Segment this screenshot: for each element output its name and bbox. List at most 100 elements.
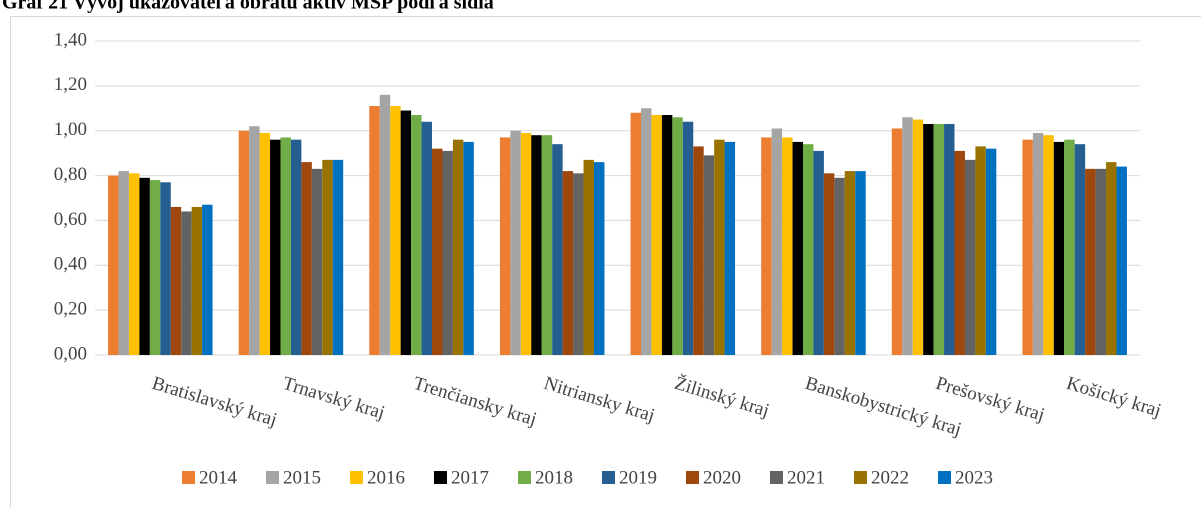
bar [119, 171, 129, 355]
bar [280, 137, 290, 355]
bar [772, 128, 782, 355]
legend-swatch [182, 471, 195, 484]
legend-label: 2017 [451, 467, 489, 488]
bar [584, 160, 594, 355]
chart-title: Graf 21 Vývoj ukazovateľa obratu aktív M… [2, 0, 494, 14]
y-tick-label: 0,40 [54, 254, 87, 275]
bar [249, 126, 259, 355]
bar [552, 144, 562, 355]
bar [902, 117, 912, 355]
y-tick-label: 1,20 [54, 74, 87, 95]
legend-label: 2014 [199, 467, 238, 488]
bar [563, 171, 573, 355]
bar [401, 111, 411, 355]
bar [1106, 162, 1116, 355]
bar [631, 113, 641, 355]
bar [369, 106, 379, 355]
bar [782, 137, 792, 355]
legend-label: 2019 [619, 467, 657, 488]
bar [260, 133, 270, 355]
legend-swatch [602, 471, 615, 484]
bar [1043, 135, 1053, 355]
bar [761, 137, 771, 355]
bar [955, 151, 965, 355]
bar [1064, 140, 1074, 355]
bar [301, 162, 311, 355]
bar [1096, 169, 1106, 355]
bar [181, 211, 191, 355]
legend-swatch [686, 471, 699, 484]
legend-swatch [350, 471, 363, 484]
legend-swatch [938, 471, 951, 484]
bar [500, 137, 510, 355]
bar [510, 131, 520, 355]
bar [641, 108, 651, 355]
bar [934, 124, 944, 355]
legend-label: 2022 [871, 467, 909, 488]
bar [129, 173, 139, 355]
bar [672, 117, 682, 355]
bar [333, 160, 343, 355]
bar [793, 142, 803, 355]
bar [1054, 142, 1064, 355]
bar [442, 151, 452, 355]
legend-label: 2015 [283, 467, 321, 488]
y-tick-label: 0,00 [54, 343, 87, 364]
legend-label: 2021 [787, 467, 825, 488]
bar [239, 131, 249, 355]
bar [594, 162, 604, 355]
bar [531, 135, 541, 355]
bar [312, 169, 322, 355]
y-tick-label: 1,40 [54, 29, 87, 50]
bar [291, 140, 301, 355]
legend-label: 2023 [955, 467, 993, 488]
legend-label: 2020 [703, 467, 741, 488]
bar [923, 124, 933, 355]
bar [965, 160, 975, 355]
bar [803, 144, 813, 355]
bar [845, 171, 855, 355]
bar [725, 142, 735, 355]
y-tick-label: 1,00 [54, 119, 87, 140]
bar [683, 122, 693, 355]
bar [270, 140, 280, 355]
bar [171, 207, 181, 355]
bar [542, 135, 552, 355]
bar [913, 120, 923, 356]
bar [1085, 169, 1095, 355]
legend-swatch [854, 471, 867, 484]
legend-swatch [266, 471, 279, 484]
bar [693, 146, 703, 355]
bar [380, 95, 390, 355]
bar [411, 115, 421, 355]
y-tick-label: 0,60 [54, 209, 87, 230]
bar [704, 155, 714, 355]
legend-label: 2018 [535, 467, 573, 488]
bar [390, 106, 400, 355]
bar [521, 133, 531, 355]
bar [422, 122, 432, 355]
legend-swatch [770, 471, 783, 484]
bar [108, 176, 118, 355]
bar [975, 146, 985, 355]
bar [813, 151, 823, 355]
bar [986, 149, 996, 355]
bar [892, 128, 902, 355]
bar [834, 178, 844, 355]
bar [1116, 167, 1126, 355]
bar [463, 142, 473, 355]
bar [202, 205, 212, 355]
legend-swatch [434, 471, 447, 484]
bar [150, 180, 160, 355]
bar [1022, 140, 1032, 355]
legend-label: 2016 [367, 467, 405, 488]
bar [322, 160, 332, 355]
bar [651, 115, 661, 355]
y-tick-label: 0,80 [54, 164, 87, 185]
bar [824, 173, 834, 355]
bar [160, 182, 170, 355]
legend-swatch [518, 471, 531, 484]
bar [192, 207, 202, 355]
bar [662, 115, 672, 355]
